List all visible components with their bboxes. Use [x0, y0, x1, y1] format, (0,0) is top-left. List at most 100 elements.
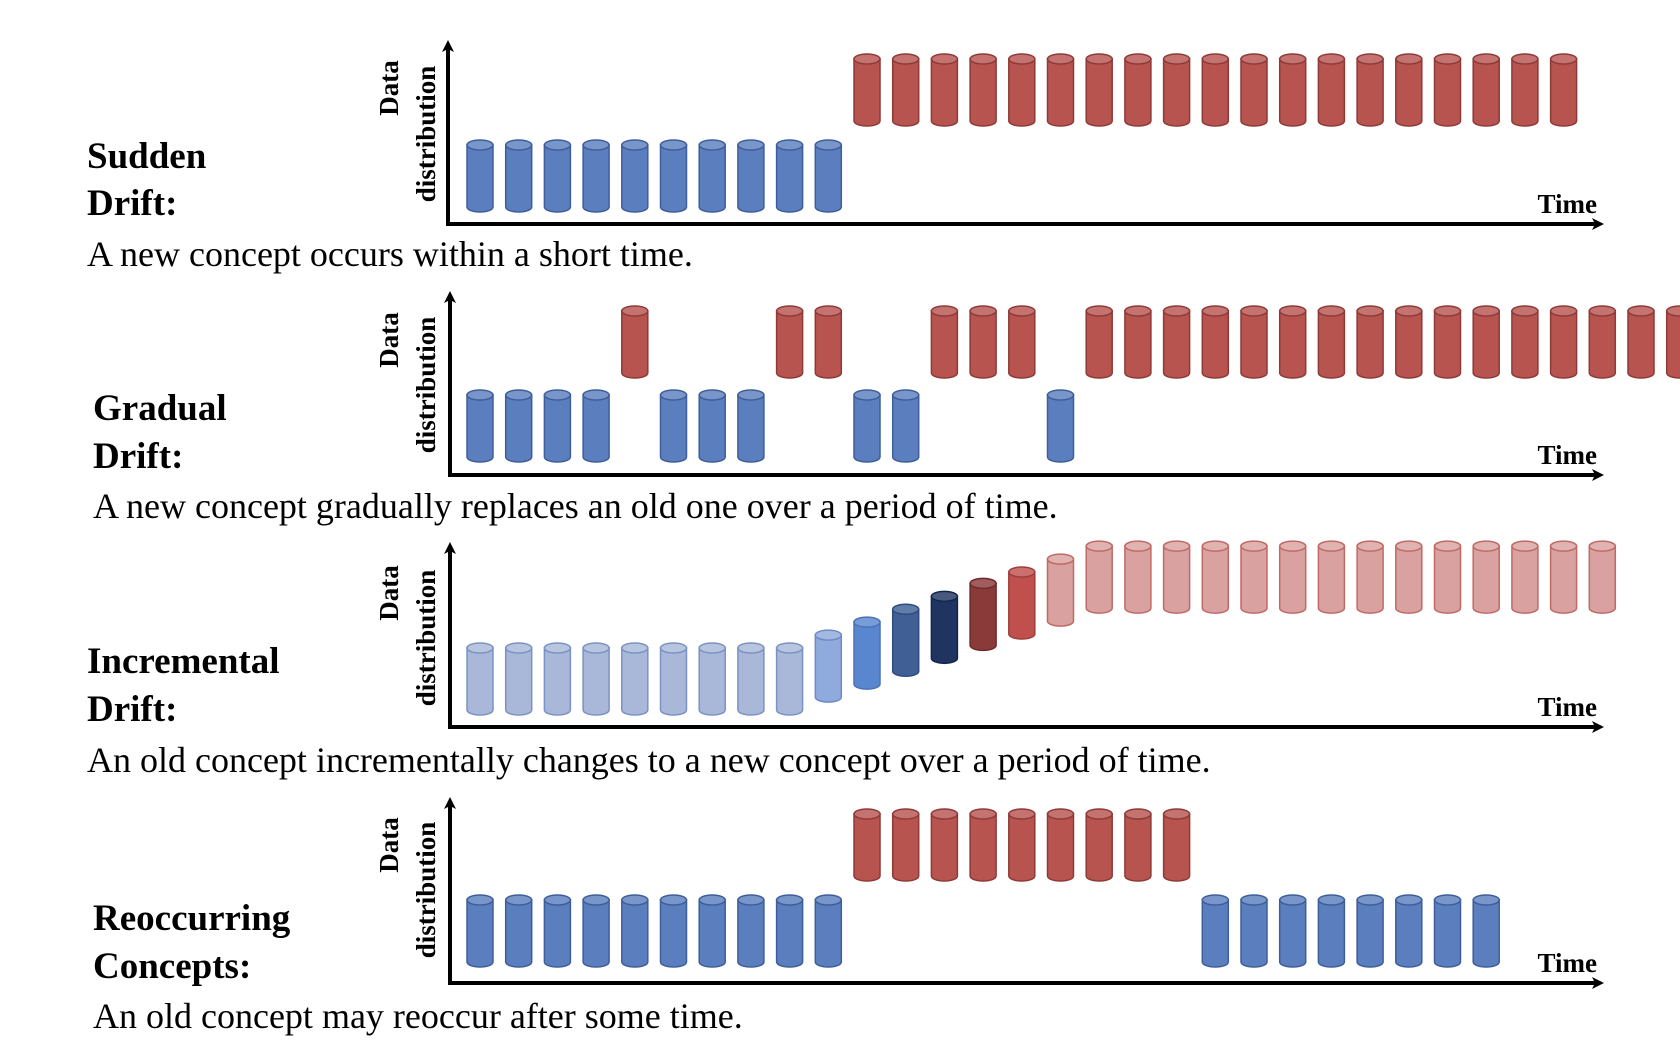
- cylinder: [1588, 305, 1617, 379]
- cylinder: [853, 389, 881, 463]
- cylinder: [1433, 53, 1462, 127]
- cylinder: [775, 139, 804, 213]
- cylinder: [1085, 540, 1113, 614]
- cylinder: [891, 603, 920, 677]
- cylinder: [1317, 53, 1346, 127]
- cylinder: [737, 642, 765, 716]
- cylinder: [504, 894, 533, 968]
- panel-reoccurring: Reoccurring Concepts: An old concept may…: [93, 797, 1604, 1036]
- cylinder: [1046, 389, 1075, 463]
- cylinder: [466, 642, 494, 716]
- cylinder: [1201, 53, 1230, 127]
- cylinder: [621, 642, 649, 716]
- cylinder: [1511, 53, 1539, 127]
- cylinder: [1511, 305, 1539, 379]
- cylinder: [1240, 540, 1268, 614]
- cylinder: [1472, 53, 1500, 127]
- panel-title-line1: Incremental: [87, 641, 280, 682]
- cylinder: [1008, 566, 1036, 640]
- panel-title-line1: Gradual: [93, 388, 227, 429]
- cylinder: [659, 389, 688, 463]
- cylinder: [1549, 305, 1578, 379]
- cylinder: [466, 139, 494, 213]
- y-axis-label-line2: distribution: [411, 570, 441, 707]
- panel-incremental: Incremental Drift: An old concept increm…: [87, 540, 1617, 780]
- cylinder: [1124, 808, 1152, 882]
- cylinder: [621, 139, 649, 213]
- panel-description: An old concept may reoccur after some ti…: [93, 996, 743, 1036]
- cylinder: [1472, 305, 1500, 379]
- cylinder-row: [466, 540, 1617, 716]
- x-axis-label: Time: [1538, 948, 1598, 978]
- y-axis-label-line2: distribution: [411, 822, 441, 959]
- cylinder: [1085, 808, 1113, 882]
- cylinder: [814, 894, 843, 968]
- cylinder: [621, 894, 649, 968]
- cylinder: [621, 305, 649, 379]
- cylinder: [1046, 553, 1075, 627]
- cylinder-row: [466, 305, 1680, 463]
- y-axis-label-line1: Data: [374, 817, 404, 873]
- panel-title-line1: Reoccurring: [93, 898, 291, 939]
- panel-title-line2: Drift:: [93, 436, 183, 477]
- cylinder: [1317, 894, 1346, 968]
- cylinder: [1278, 53, 1307, 127]
- cylinder: [1665, 305, 1680, 379]
- cylinder: [969, 305, 997, 379]
- cylinder: [1395, 540, 1423, 614]
- cylinder: [814, 305, 843, 379]
- panel-description: An old concept incrementally changes to …: [87, 740, 1211, 780]
- cylinder: [1008, 808, 1036, 882]
- cylinder: [891, 389, 920, 463]
- cylinder: [891, 808, 920, 882]
- cylinder: [1240, 305, 1268, 379]
- cylinder: [1627, 305, 1655, 379]
- cylinder-row: [466, 808, 1500, 968]
- panel-title-line2: Drift:: [87, 183, 177, 224]
- cylinder: [543, 139, 572, 213]
- cylinder: [698, 642, 726, 716]
- cylinder: [1356, 894, 1384, 968]
- cylinder: [1008, 305, 1036, 379]
- cylinder: [1395, 894, 1423, 968]
- cylinder: [582, 894, 610, 968]
- y-axis-label-line1: Data: [374, 312, 404, 368]
- cylinder: [698, 139, 726, 213]
- cylinder: [1201, 540, 1230, 614]
- cylinder: [814, 139, 843, 213]
- cylinder: [775, 305, 804, 379]
- cylinder: [1278, 540, 1307, 614]
- cylinder: [853, 616, 881, 690]
- panel-gradual: Gradual Drift: A new concept gradually r…: [93, 291, 1680, 526]
- cylinder: [582, 139, 610, 213]
- cylinder: [466, 894, 494, 968]
- y-axis-label-line1: Data: [374, 60, 404, 116]
- cylinder: [1433, 894, 1462, 968]
- cylinder: [504, 139, 533, 213]
- cylinder: [1124, 53, 1152, 127]
- cylinder: [930, 590, 959, 665]
- cylinder: [1395, 305, 1423, 379]
- x-axis-label: Time: [1538, 440, 1598, 470]
- cylinder: [1162, 305, 1191, 379]
- cylinder: [698, 389, 726, 463]
- cylinder: [814, 629, 843, 703]
- cylinder: [1317, 540, 1346, 614]
- cylinder: [930, 53, 959, 127]
- y-axis-label-line1: Data: [374, 565, 404, 621]
- cylinder: [1549, 53, 1578, 127]
- cylinder: [698, 894, 726, 968]
- cylinder: [930, 305, 959, 379]
- cylinder: [737, 894, 765, 968]
- cylinder: [1356, 305, 1384, 379]
- cylinder: [582, 389, 610, 463]
- cylinder: [1433, 305, 1462, 379]
- cylinder: [1356, 540, 1384, 614]
- cylinder: [1395, 53, 1423, 127]
- cylinder: [853, 808, 881, 882]
- cylinder-row: [466, 53, 1578, 213]
- cylinder: [1240, 894, 1268, 968]
- cylinder: [737, 139, 765, 213]
- y-axis-label-line2: distribution: [411, 66, 441, 203]
- cylinder: [1511, 540, 1539, 614]
